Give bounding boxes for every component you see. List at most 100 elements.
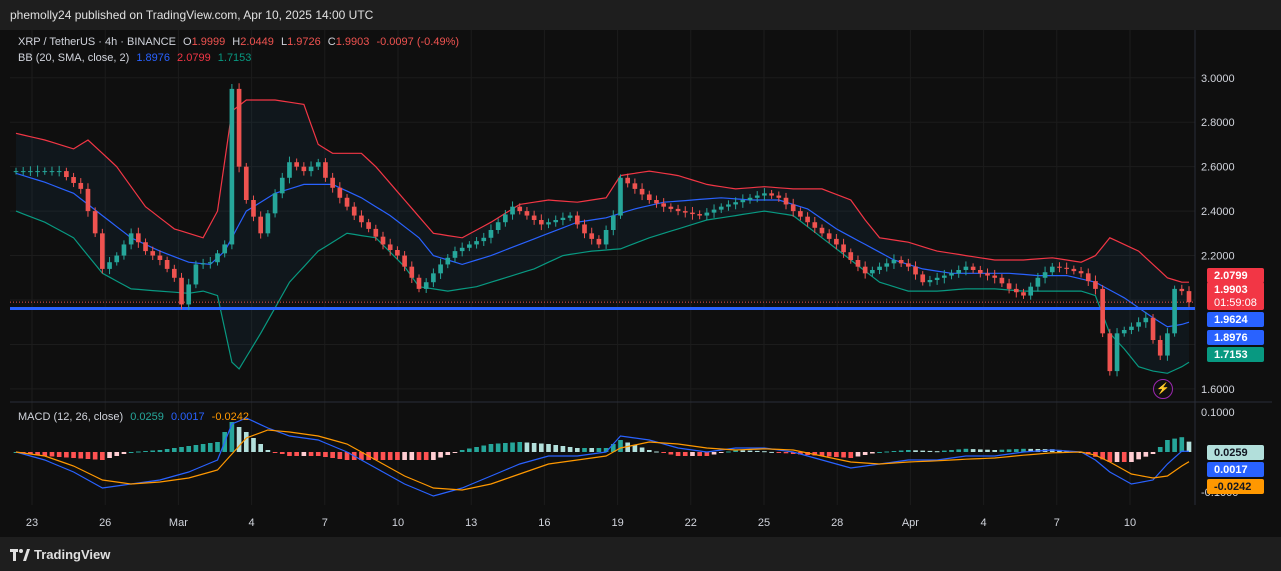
candle-body	[200, 263, 206, 265]
macd-histogram-bar	[64, 452, 69, 458]
macd-histogram-bar	[776, 452, 782, 453]
bb-legend: BB (20, SMA, close, 2) 1.8976 2.0799 1.7…	[18, 52, 255, 64]
macd-histogram-bar	[639, 447, 645, 452]
macd-histogram-bar	[891, 451, 897, 452]
macd-histogram-bar	[985, 449, 990, 452]
candle-body	[934, 277, 940, 280]
macd-histogram-bar	[726, 451, 731, 453]
macd-histogram-bar	[452, 452, 458, 453]
candle-body	[733, 202, 738, 205]
candle-body	[114, 255, 120, 263]
macd-histogram-bar	[265, 450, 271, 452]
candle-body	[1150, 317, 1156, 340]
candle-body	[610, 215, 616, 230]
macd-histogram-bar	[481, 445, 487, 452]
price-tag-text: 2.0799	[1214, 270, 1248, 282]
candle-body	[236, 88, 242, 167]
candle-body	[1143, 317, 1149, 323]
candle-body	[668, 206, 674, 209]
candle-body	[56, 171, 62, 173]
price-chart[interactable]: 3.0000 2.8000 2.6000 2.4000 2.2000 1.6000 0.10…	[10, 30, 1272, 537]
signal-line	[15, 429, 1190, 491]
macd-histogram-bar	[992, 450, 998, 452]
candle-body	[92, 211, 98, 234]
price-tag-bb_upper	[1207, 268, 1264, 283]
candle-body	[71, 177, 76, 183]
candle-body	[78, 182, 84, 189]
candle-body	[171, 268, 177, 278]
candle-body	[632, 183, 638, 189]
macd-histogram-bar	[934, 451, 940, 453]
candle-body	[553, 220, 559, 223]
macd-histogram-bar	[1107, 452, 1113, 462]
macd-histogram-bar	[668, 452, 674, 455]
candle-body	[1165, 333, 1170, 356]
candle-body	[107, 262, 112, 269]
macd-histogram-bar	[71, 452, 76, 458]
candle-body	[265, 213, 271, 234]
candle-body	[1129, 326, 1134, 330]
macd-histogram-bar	[287, 452, 292, 456]
candle-body	[431, 273, 436, 283]
macd-histogram-bar	[107, 452, 112, 458]
candle-body	[942, 275, 947, 278]
candle-body	[567, 215, 573, 218]
macd-histogram-bar	[560, 446, 566, 452]
candle-body	[215, 253, 220, 263]
candle-body	[459, 247, 465, 252]
macd-histogram-bar	[898, 450, 904, 452]
bb-lower-line	[15, 210, 1190, 374]
y-tick-label: 2.2000	[1201, 251, 1235, 263]
macd-histogram-bar	[747, 450, 753, 452]
candle-body	[675, 208, 681, 212]
macd-histogram-bar	[35, 452, 40, 455]
high-label: H2.0449	[232, 36, 274, 48]
candle-body	[287, 162, 292, 178]
tradingview-logo[interactable]: TradingView	[10, 547, 110, 562]
candle-body	[1042, 272, 1048, 278]
tradingview-brand: TradingView	[34, 547, 111, 562]
macd-signal-tag	[1207, 479, 1264, 494]
macd-histogram-bar	[1013, 449, 1019, 452]
macd-histogram-bar	[913, 450, 918, 452]
macd-histogram-bar	[207, 443, 213, 452]
candle-body	[898, 260, 904, 264]
macd-y-tick-label: 0.1000	[1201, 407, 1235, 419]
candle-body	[179, 277, 184, 305]
macd-histogram-bar	[503, 443, 508, 452]
candle-body	[1013, 288, 1019, 293]
candle-body	[258, 216, 263, 234]
alert-icon[interactable]: ⚡	[1153, 379, 1173, 399]
macd-histogram-bar	[438, 452, 443, 458]
macd-histogram-bar	[1114, 452, 1120, 462]
candle-body	[395, 250, 400, 256]
open-label: O1.9999	[183, 36, 226, 48]
x-tick-label: Apr	[902, 517, 919, 529]
macd-histogram-bar	[661, 452, 666, 453]
macd-histogram-bar	[682, 452, 688, 456]
macd-histogram-bar	[610, 444, 616, 452]
macd-histogram-bar	[920, 450, 926, 452]
bb-upper-line	[15, 99, 1189, 283]
macd-histogram-bar	[618, 440, 623, 452]
macd-histogram-bar	[754, 450, 760, 452]
candle-body	[366, 222, 371, 229]
candle-body	[1114, 333, 1120, 372]
macd-histogram-bar	[546, 444, 551, 452]
candle-body	[409, 266, 415, 278]
candle-body	[1006, 283, 1012, 289]
candle-body	[1057, 266, 1062, 268]
candle-body	[323, 162, 328, 178]
candle-body	[85, 188, 91, 212]
candle-body	[920, 274, 926, 283]
macd-histogram-bar	[423, 452, 429, 460]
macd-histogram-bar	[1093, 452, 1098, 457]
macd-histogram-bar	[200, 444, 206, 452]
macd-histogram-bar	[1021, 448, 1026, 452]
candle-body	[387, 244, 393, 250]
candle-body	[999, 277, 1005, 284]
candle-body	[726, 204, 731, 207]
macd-histogram-bar	[495, 443, 501, 452]
macd-histogram-bar	[56, 452, 62, 457]
macd-histogram-bar	[215, 442, 220, 452]
